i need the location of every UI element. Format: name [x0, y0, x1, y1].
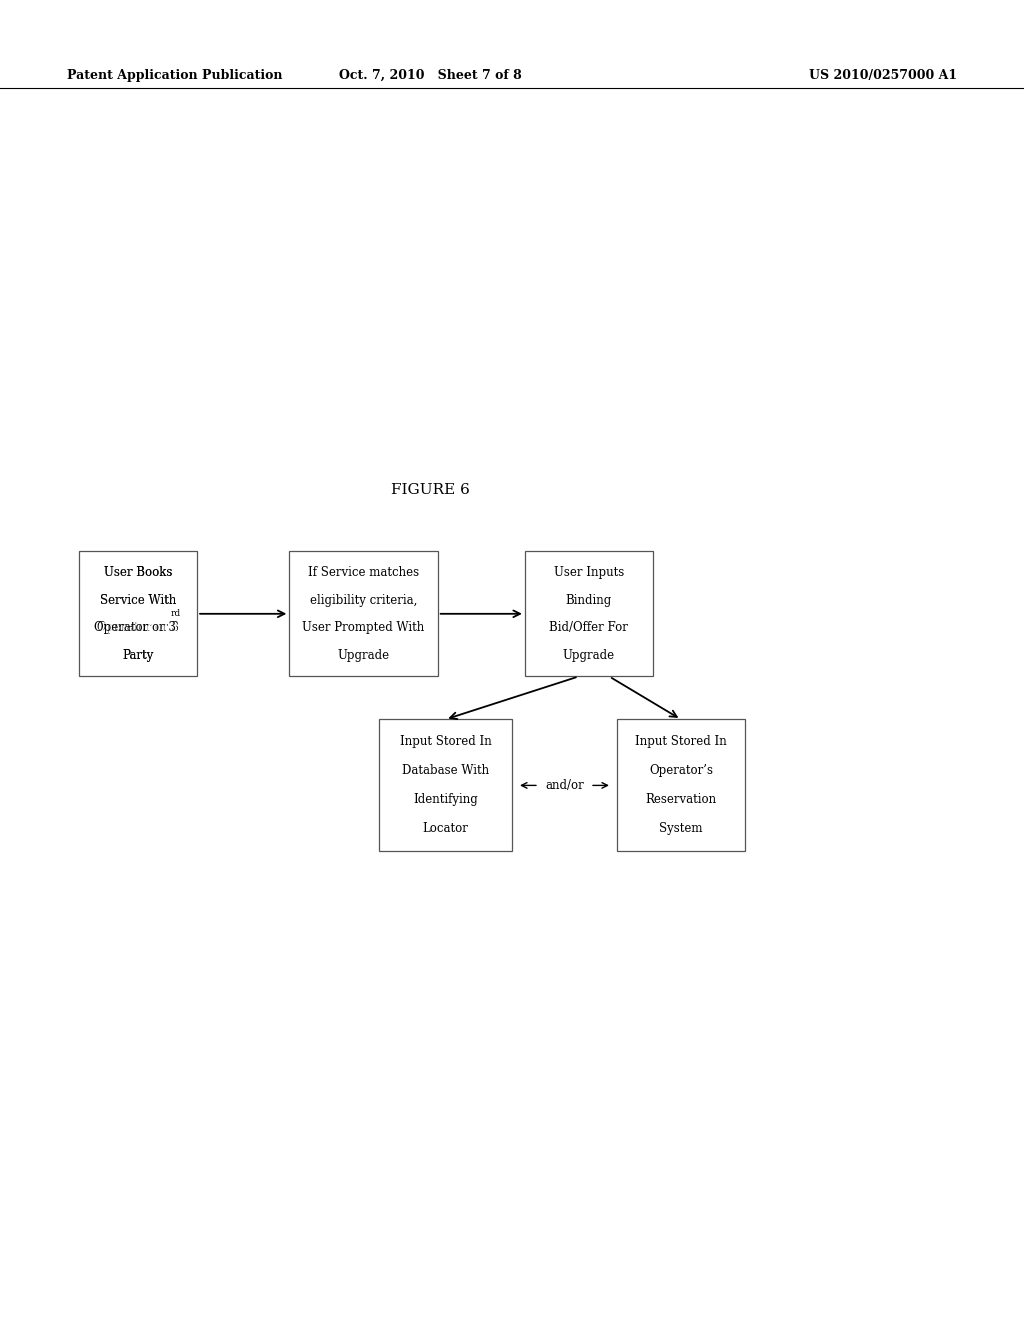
Text: Party: Party — [123, 648, 154, 661]
Text: Party: Party — [123, 648, 154, 661]
Text: User Prompted With: User Prompted With — [302, 622, 425, 634]
Text: Service With: Service With — [100, 594, 176, 606]
Text: If Service matches: If Service matches — [308, 566, 419, 579]
Text: Party: Party — [123, 648, 154, 661]
Text: User Books: User Books — [105, 566, 171, 579]
Text: System: System — [659, 822, 702, 836]
Bar — [80, 552, 197, 676]
Text: Bid/Offer For: Bid/Offer For — [549, 622, 629, 634]
Text: Input Stored In: Input Stored In — [399, 735, 492, 748]
Text: eligibility criteria,: eligibility criteria, — [310, 594, 417, 606]
Text: rd: rd — [171, 610, 181, 618]
Text: User Inputs: User Inputs — [554, 566, 624, 579]
Text: Input Stored In: Input Stored In — [635, 735, 727, 748]
Text: Binding: Binding — [565, 594, 612, 606]
Text: Locator: Locator — [423, 822, 468, 836]
Text: Operator or 3: Operator or 3 — [98, 622, 178, 634]
Text: Database With: Database With — [401, 764, 489, 777]
Text: Operator or 3: Operator or 3 — [97, 622, 179, 634]
Text: User Books: User Books — [104, 566, 172, 579]
Text: Operator’s: Operator’s — [649, 764, 713, 777]
Text: Identifying: Identifying — [413, 793, 478, 807]
Text: Operator or 3: Operator or 3 — [94, 622, 176, 634]
Text: Service With: Service With — [100, 594, 176, 606]
Text: US 2010/0257000 A1: US 2010/0257000 A1 — [809, 69, 957, 82]
Bar — [289, 552, 438, 676]
Bar — [524, 552, 653, 676]
Bar — [379, 719, 512, 851]
Text: and/or: and/or — [545, 779, 584, 792]
Text: Patent Application Publication: Patent Application Publication — [67, 69, 282, 82]
Text: Upgrade: Upgrade — [338, 648, 389, 661]
Text: Oct. 7, 2010   Sheet 7 of 8: Oct. 7, 2010 Sheet 7 of 8 — [339, 69, 521, 82]
Text: Service With: Service With — [101, 594, 175, 606]
Bar — [616, 719, 745, 851]
Text: Reservation: Reservation — [645, 793, 717, 807]
Text: User Books: User Books — [104, 566, 172, 579]
Text: Upgrade: Upgrade — [563, 648, 614, 661]
Text: FIGURE 6: FIGURE 6 — [390, 483, 470, 496]
